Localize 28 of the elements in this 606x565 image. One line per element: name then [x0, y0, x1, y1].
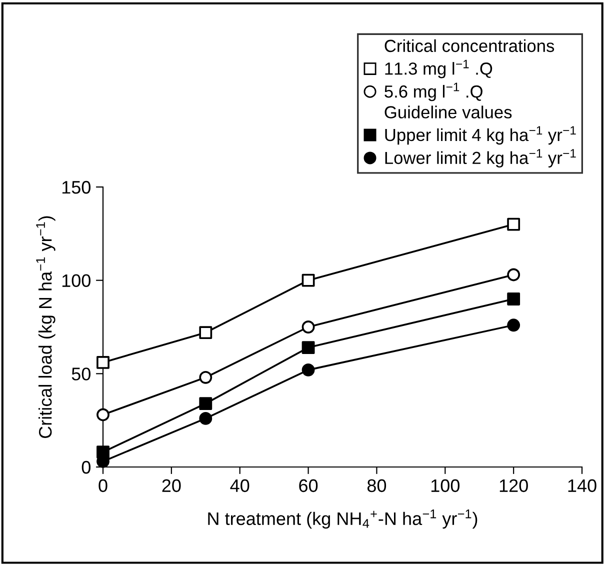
point — [96, 446, 110, 459]
point — [96, 356, 110, 369]
x-tick-label: 20 — [162, 479, 181, 492]
legend-label: Upper limit 4 kg ha$^{−1}$ yr$^{−1}$ — [385, 126, 576, 145]
x-tick-label: 40 — [230, 479, 250, 492]
point — [199, 326, 212, 340]
x-tick-label: 80 — [367, 479, 386, 492]
point — [507, 292, 520, 306]
legend-label: 5.6 mg l$^{−1}$ .Q — [384, 82, 482, 102]
x-axis-title: N treatment (kg NH$_{4}$$^{+}$-N ha$^{−1}$ yr$^{−1}$) — [208, 510, 478, 529]
y-tick-label: 100 — [62, 274, 90, 288]
x-tick-label: 120 — [500, 479, 528, 492]
point — [302, 274, 315, 287]
legend-label: Lower limit 2 kg ha$^{−1}$ yr$^{−1}$ — [385, 149, 576, 168]
legend-label: 11.3 mg l$^{−1}$ .Q — [385, 60, 492, 78]
x-tick-label: 140 — [568, 479, 596, 492]
text: Critical concentrations — [384, 39, 554, 52]
y-tick-label: 150 — [62, 180, 90, 194]
y-tick-label: 50 — [72, 368, 90, 380]
text: Guideline values — [384, 106, 512, 118]
point — [302, 341, 315, 354]
y-tick-label: 0 — [82, 460, 90, 474]
x-tick-label: 60 — [299, 479, 318, 492]
x-tick-label: 0 — [98, 479, 108, 492]
point — [507, 218, 520, 231]
point — [199, 397, 212, 410]
y-axis-title: Critical load (kg N ha$^{−1}$ yr$^{−1}$) — [36, 216, 56, 438]
x-tick-label: 100 — [431, 479, 460, 492]
